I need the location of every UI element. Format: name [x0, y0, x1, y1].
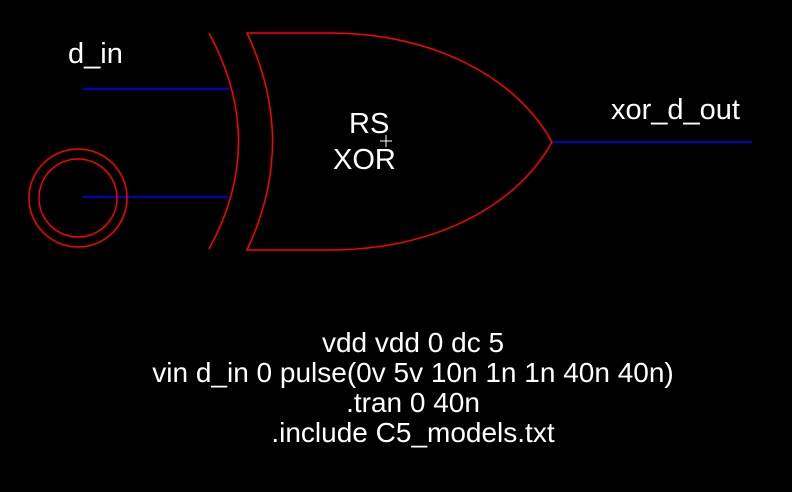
gate-label-xor: XOR: [333, 144, 396, 176]
spice-line: vin d_in 0 pulse(0v 5v 10n 1n 1n 40n 40n…: [152, 357, 674, 388]
input-bubble-outer: [28, 148, 128, 248]
xor-gate-body[interactable]: [245, 32, 553, 251]
spice-directives: vdd vdd 0 dc 5 vin d_in 0 pulse(0v 5v 10…: [0, 328, 792, 448]
xor-input-arc: [208, 32, 240, 250]
output-net-label: xor_d_out: [611, 94, 740, 126]
gate-label-rs: RS: [349, 108, 390, 140]
input-net-label: d_in: [68, 38, 123, 70]
spice-line: .tran 0 40n: [346, 387, 480, 418]
spice-line: vdd vdd 0 dc 5: [321, 327, 505, 358]
input-bubble-inner: [38, 158, 118, 238]
spice-line: .include C5_models.txt: [271, 417, 555, 448]
